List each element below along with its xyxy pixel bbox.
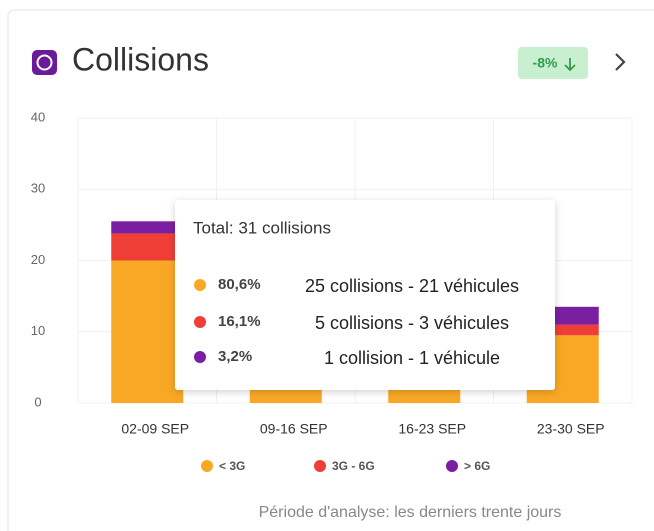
tooltip-percent: 3,2%: [218, 348, 252, 365]
x-tick-label: 02-09 SEP: [121, 421, 189, 437]
bar-segment: [111, 260, 184, 403]
legend-label: < 3G: [219, 459, 245, 473]
tooltip-percent: 80,6%: [218, 276, 261, 293]
bar-segment: [111, 233, 184, 261]
tooltip-detail: 5 collisions - 3 véhicules: [315, 313, 509, 333]
wheel-icon: [36, 54, 53, 71]
tooltip-box: [175, 200, 555, 390]
title-icon: [32, 50, 57, 75]
trend-arrow: [564, 58, 576, 72]
legend-swatch: [201, 460, 213, 472]
card-title: Collisions: [72, 41, 209, 77]
bar-segment: [526, 324, 599, 336]
x-tick-label: 16-23 SEP: [398, 421, 466, 437]
legend-label: > 6G: [464, 459, 490, 473]
y-tick-label: 10: [31, 323, 45, 338]
footnote: Période d'analyse: les derniers trente j…: [259, 504, 562, 521]
tooltip-swatch: [194, 316, 206, 328]
x-tick-label: 09-16 SEP: [260, 421, 328, 437]
x-tick-label: 23-30 SEP: [537, 421, 605, 437]
tooltip-title: Total: 31 collisions: [193, 218, 331, 237]
y-tick-label: 40: [31, 109, 45, 124]
tooltip-detail: 1 collision - 1 véhicule: [324, 348, 500, 368]
detail-chevron[interactable]: [615, 53, 626, 71]
trend-badge: [518, 47, 588, 79]
y-tick-label: 30: [31, 181, 45, 196]
y-tick-label: 0: [34, 394, 41, 409]
y-tick-label: 20: [31, 252, 45, 267]
tooltip-swatch: [194, 351, 206, 363]
bar-segment: [111, 221, 184, 234]
tooltip-swatch: [194, 279, 206, 291]
legend-swatch: [314, 460, 326, 472]
legend-label: 3G - 6G: [332, 459, 375, 473]
legend-swatch: [446, 460, 458, 472]
tooltip-percent: 16,1%: [218, 313, 261, 330]
tooltip-detail: 25 collisions - 21 véhicules: [305, 276, 519, 296]
trend-value: -8%: [533, 55, 558, 71]
